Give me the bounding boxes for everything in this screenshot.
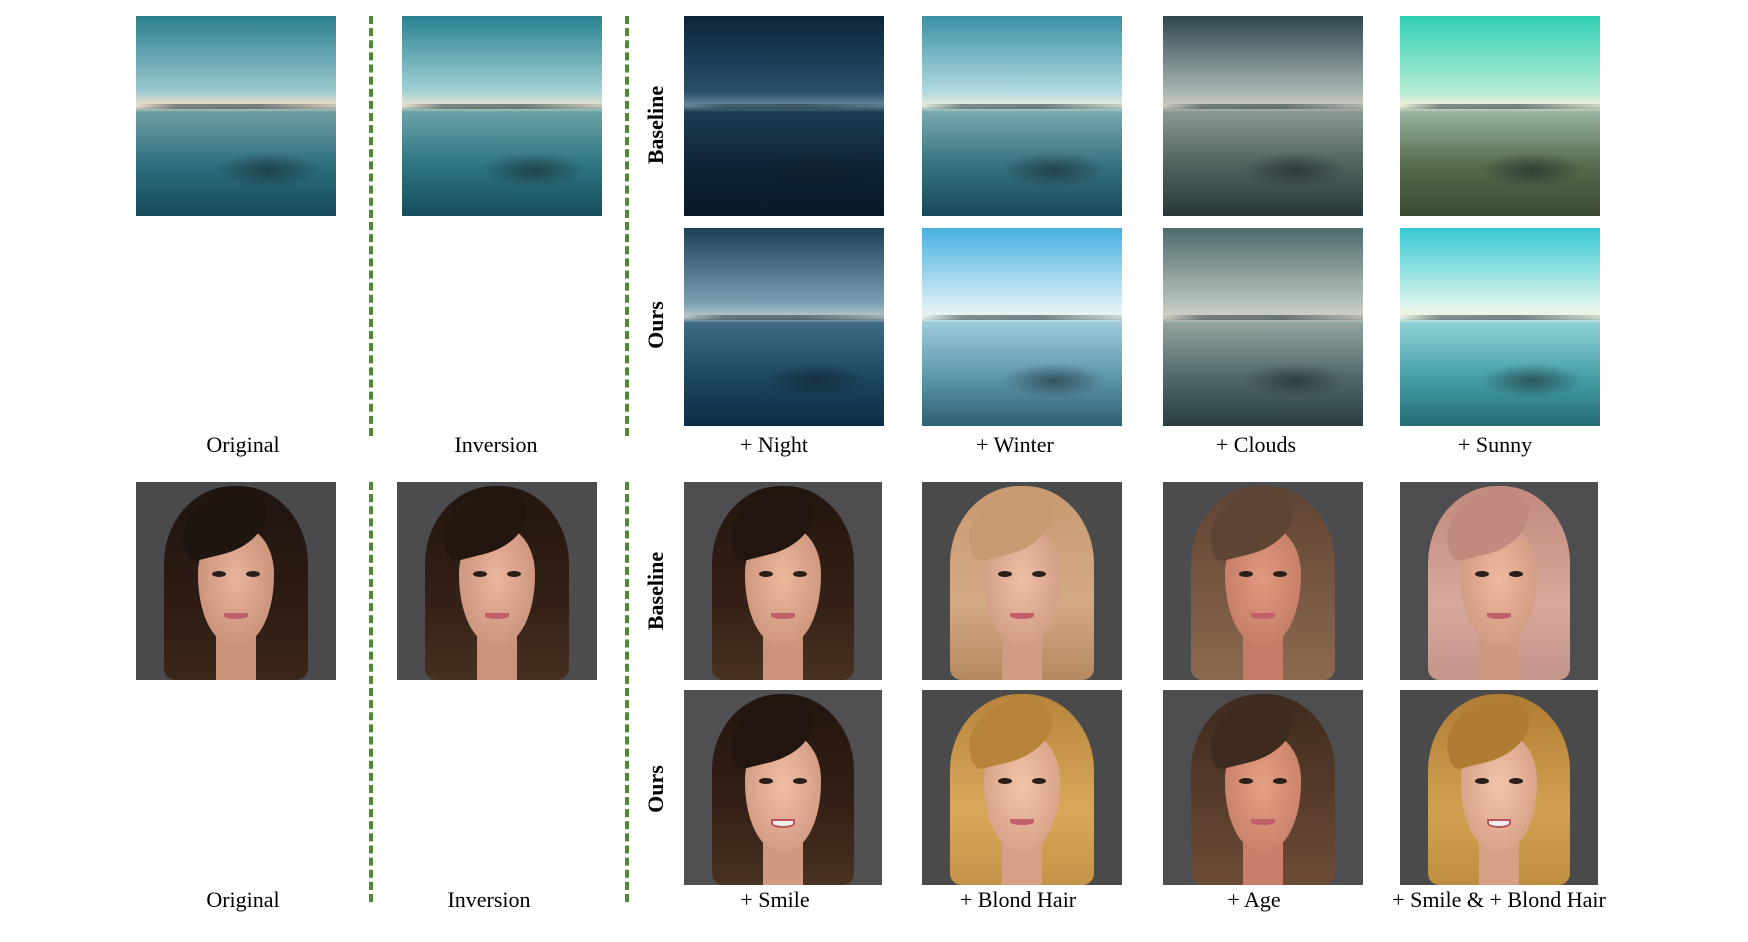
row-label-baseline-top: Baseline bbox=[643, 85, 668, 165]
face-baseline-age-image bbox=[1163, 482, 1363, 680]
landscape-original-image bbox=[136, 16, 336, 216]
landscape-inversion-image bbox=[402, 16, 602, 216]
divider-bottom-left bbox=[369, 482, 373, 902]
face-ours-age-image bbox=[1163, 690, 1363, 885]
landscape-baseline-night-image bbox=[684, 16, 884, 216]
caption-top-winter: + Winter bbox=[976, 432, 1054, 457]
landscape-baseline-clouds-image bbox=[1163, 16, 1363, 216]
landscape-ours-winter-image bbox=[922, 228, 1122, 426]
landscape-baseline-winter-image bbox=[922, 16, 1122, 216]
caption-top-clouds: + Clouds bbox=[1215, 432, 1297, 457]
caption-top-inversion: Inversion bbox=[454, 432, 538, 457]
landscape-ours-night-image bbox=[684, 228, 884, 426]
row-label-ours-top: Ours bbox=[643, 301, 668, 349]
caption-bottom-smile: + Smile bbox=[740, 887, 810, 912]
face-ours-smile-blond-image bbox=[1400, 690, 1598, 885]
caption-top-original: Original bbox=[206, 432, 280, 457]
face-baseline-smile-image bbox=[684, 482, 882, 680]
divider-bottom-right bbox=[625, 482, 629, 902]
face-original-image bbox=[136, 482, 336, 680]
caption-bottom-inversion: Inversion bbox=[447, 887, 531, 912]
face-baseline-blond-image bbox=[922, 482, 1122, 680]
caption-top-sunny: + Sunny bbox=[1457, 432, 1533, 457]
caption-bottom-original: Original bbox=[206, 887, 280, 912]
landscape-ours-clouds-image bbox=[1163, 228, 1363, 426]
divider-top-left bbox=[369, 16, 373, 436]
face-baseline-smile-blond-image bbox=[1400, 482, 1598, 680]
caption-bottom-blond: + Blond Hair bbox=[959, 887, 1077, 912]
row-label-ours-bottom: Ours bbox=[643, 765, 668, 813]
caption-top-night: + Night bbox=[739, 432, 809, 457]
face-inversion-image bbox=[397, 482, 597, 680]
face-ours-smile-image bbox=[684, 690, 882, 885]
divider-top-right bbox=[625, 16, 629, 436]
landscape-ours-sunny-image bbox=[1400, 228, 1600, 426]
caption-bottom-age: + Age bbox=[1227, 887, 1281, 912]
landscape-baseline-sunny-image bbox=[1400, 16, 1600, 216]
caption-bottom-smile-blond: + Smile & + Blond Hair bbox=[1392, 887, 1606, 912]
face-ours-blond-image bbox=[922, 690, 1122, 885]
row-label-baseline-bottom: Baseline bbox=[643, 551, 668, 631]
